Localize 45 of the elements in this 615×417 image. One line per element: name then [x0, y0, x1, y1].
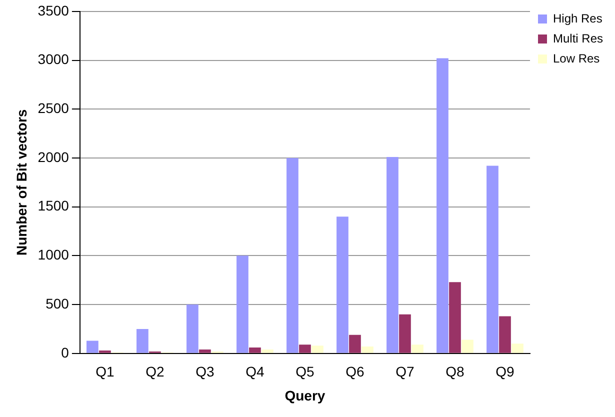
bar: [386, 156, 398, 353]
bar: [136, 328, 148, 353]
bar: [349, 334, 361, 353]
x-tick-label: Q1: [96, 364, 114, 380]
bar: [399, 314, 411, 353]
y-tick-label: 1500: [38, 198, 70, 214]
x-tick-label: Q4: [246, 364, 265, 380]
bar: [236, 256, 248, 353]
y-axis-title: Number of Bit vectors: [13, 109, 30, 256]
x-tick-label: Q9: [496, 364, 515, 380]
x-tick-label: Q7: [396, 364, 415, 380]
y-tick-label: 500: [46, 295, 70, 312]
bar: [486, 166, 498, 353]
bar: [86, 340, 98, 353]
bar: [312, 346, 324, 353]
x-tick-label: Q8: [446, 364, 465, 380]
y-tick-label: 2000: [38, 148, 70, 165]
bar: [99, 350, 111, 353]
x-tick-label: Q5: [296, 364, 315, 380]
y-tick-label: 3000: [38, 51, 70, 68]
bar: [262, 349, 274, 353]
bar: [462, 340, 474, 353]
y-tick-label: 3500: [38, 2, 70, 18]
legend-label: Low Res: [552, 51, 600, 66]
bar: [362, 346, 374, 353]
bar: [199, 349, 211, 353]
legend-label: Multi Res: [552, 31, 604, 46]
y-tick-label: 0: [61, 344, 70, 360]
x-tick-label: Q3: [196, 364, 215, 380]
bar: [436, 58, 448, 353]
bar: [249, 348, 261, 353]
bar: [286, 158, 298, 353]
bar: [412, 344, 424, 353]
x-tick-label: Q6: [346, 364, 365, 380]
bar: [499, 316, 511, 353]
y-tick-label: 2500: [38, 100, 70, 116]
bar: [336, 216, 348, 353]
legend-label: High Res: [552, 11, 602, 26]
x-axis-title: Query: [284, 387, 326, 404]
bar: [186, 304, 198, 353]
bar: [299, 344, 311, 353]
bar: [512, 344, 524, 353]
x-tick-label: Q2: [146, 364, 164, 380]
bar: [449, 282, 461, 353]
y-tick-label: 1000: [38, 246, 70, 263]
